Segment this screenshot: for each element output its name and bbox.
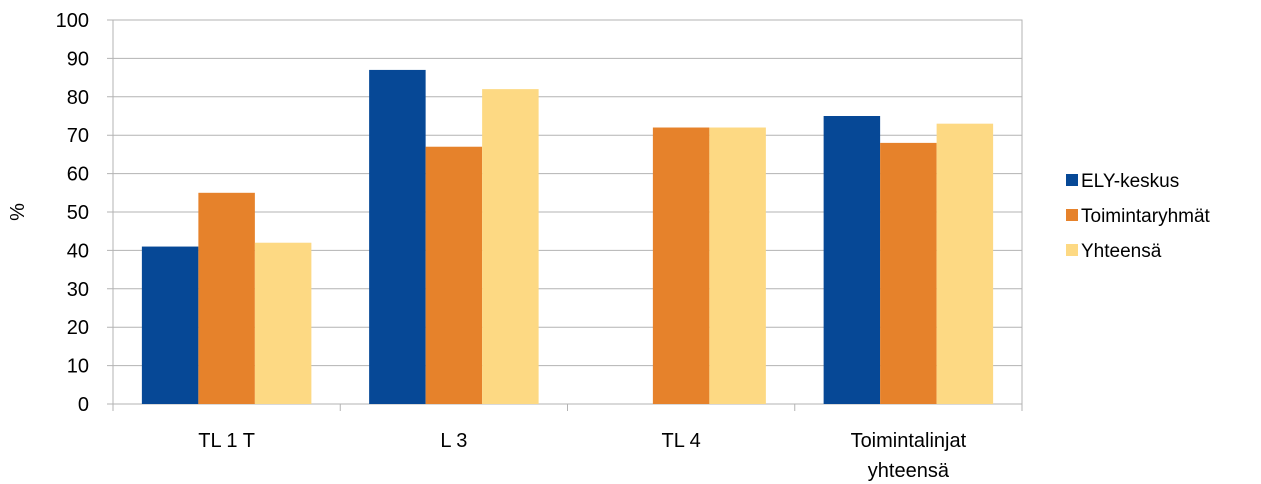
y-axis-title: %: [7, 203, 29, 221]
bar: [709, 127, 766, 405]
legend: ELY-keskus Toimintaryhmät Yhteensä: [1066, 171, 1211, 262]
y-tick-label: 10: [67, 356, 89, 378]
y-tick-label: 40: [67, 240, 89, 262]
legend-swatch: [1066, 209, 1078, 221]
bar: [369, 69, 426, 405]
bar: [198, 192, 255, 404]
y-tick-label: 50: [67, 202, 89, 224]
legend-label: Toimintaryhmät: [1081, 206, 1211, 227]
legend-label: Yhteensä: [1081, 241, 1162, 262]
bar: [141, 246, 199, 404]
bar: [880, 142, 937, 404]
bar: [652, 127, 710, 405]
bars: [141, 69, 994, 405]
legend-swatch: [1066, 244, 1078, 256]
x-axis: TL 1 T L 3 TL 4 Toimintalinjat yhteensä: [112, 404, 1023, 482]
y-tick-label: 20: [67, 317, 89, 339]
bar: [936, 123, 994, 405]
y-tick-label: 0: [78, 394, 89, 416]
x-category-label: L 3: [440, 430, 467, 452]
y-tick-label: 30: [67, 279, 89, 301]
legend-swatch: [1066, 174, 1078, 186]
x-category-label: TL 1 T: [198, 430, 255, 452]
bar: [254, 242, 312, 404]
y-tick-label: 90: [67, 48, 89, 70]
y-tick-label: 80: [67, 87, 89, 109]
y-tick-label: 100: [56, 10, 89, 32]
bar: [425, 146, 483, 404]
y-tick-label: 70: [67, 125, 89, 147]
bar: [823, 116, 881, 404]
x-category-label: Toimintalinjat: [851, 430, 967, 452]
bar: [482, 89, 539, 405]
x-category-label: TL 4: [661, 430, 700, 452]
legend-label: ELY-keskus: [1081, 171, 1179, 192]
x-category-label: yhteensä: [868, 460, 950, 482]
y-axis: 0 10 20 30 40 50 60 70 80 90 100: [56, 10, 89, 416]
y-tick-label: 60: [67, 164, 89, 186]
